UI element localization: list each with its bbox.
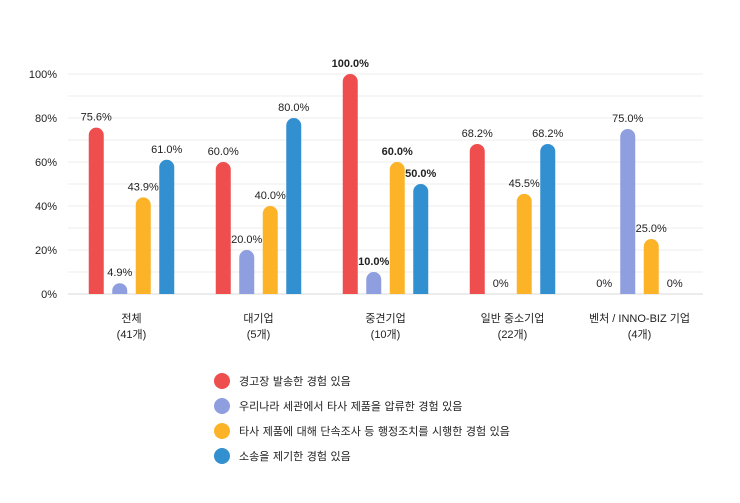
x-tick-label: 대기업 xyxy=(243,312,273,325)
bar xyxy=(643,239,659,294)
data-label: 100.0% xyxy=(332,58,370,70)
x-tick-sublabel: (10개) xyxy=(371,328,401,341)
legend-label: 우리나라 세관에서 타사 제품을 압류한 경험 있음 xyxy=(239,399,463,413)
x-tick-label: 일반 중소기업 xyxy=(481,311,545,325)
data-label: 75.6% xyxy=(81,112,112,124)
legend-marker-icon xyxy=(214,422,230,439)
x-tick-sublabel: (5개) xyxy=(247,328,271,341)
data-label: 60.0% xyxy=(208,146,239,158)
bar xyxy=(286,118,302,294)
data-label: 10.0% xyxy=(358,256,389,268)
data-label: 0% xyxy=(596,278,612,290)
bar xyxy=(469,143,485,294)
legend-item: 경고장 발송한 경험 있음 xyxy=(214,368,510,393)
legend-label: 경고장 발송한 경험 있음 xyxy=(239,374,351,388)
y-tick-label: 100% xyxy=(29,69,57,81)
x-tick-label: 벤처 / INNO-BIZ 기업 xyxy=(589,312,690,325)
data-label: 0% xyxy=(493,278,509,290)
data-label: 0% xyxy=(667,278,683,290)
bar xyxy=(239,250,255,294)
bar xyxy=(620,129,636,294)
legend-marker-icon xyxy=(214,372,230,389)
x-tick-sublabel: (41개) xyxy=(117,328,147,341)
data-label: 68.2% xyxy=(462,128,493,140)
bar xyxy=(135,197,151,294)
bar xyxy=(366,272,382,294)
y-tick-label: 20% xyxy=(35,245,57,257)
legend-label: 소송을 제기한 경험 있음 xyxy=(239,449,351,463)
x-tick-label: 중견기업 xyxy=(365,312,405,325)
data-label: 43.9% xyxy=(128,181,159,193)
data-label: 75.0% xyxy=(612,113,643,125)
legend-marker-icon xyxy=(214,397,230,414)
bar xyxy=(413,184,429,294)
data-label: 20.0% xyxy=(231,234,262,246)
data-label: 4.9% xyxy=(107,267,132,279)
bar xyxy=(342,74,358,294)
x-tick-sublabel: (4개) xyxy=(628,328,652,341)
bar xyxy=(389,162,405,294)
data-label: 50.0% xyxy=(405,168,436,180)
bar xyxy=(215,162,231,294)
y-tick-label: 0% xyxy=(41,289,57,301)
data-label: 61.0% xyxy=(151,144,182,156)
legend-item: 우리나라 세관에서 타사 제품을 압류한 경험 있음 xyxy=(214,393,510,418)
bar xyxy=(516,193,532,294)
bar-chart: 0% 20% 40% 60% 80% 100% 전체 (41개) 75.6% 4.9% 43.9% 6… xyxy=(29,58,703,341)
y-tick-label: 60% xyxy=(35,157,57,169)
legend-marker-icon xyxy=(214,447,230,464)
bar xyxy=(262,206,278,294)
legend-item: 소송을 제기한 경험 있음 xyxy=(214,443,510,468)
legend-label: 타사 제품에 대해 단속조사 등 행정조치를 시행한 경험 있음 xyxy=(239,424,510,438)
data-label: 68.2% xyxy=(532,128,563,140)
data-label: 80.0% xyxy=(278,102,309,114)
y-tick-label: 40% xyxy=(35,201,57,213)
data-label: 45.5% xyxy=(509,178,540,190)
bar xyxy=(540,143,556,294)
bar xyxy=(88,127,104,295)
data-label: 25.0% xyxy=(636,223,667,235)
x-tick-sublabel: (22개) xyxy=(498,328,528,341)
data-label: 40.0% xyxy=(255,190,286,202)
x-tick-label: 전체 xyxy=(121,312,141,325)
y-tick-label: 80% xyxy=(35,113,57,125)
bar xyxy=(159,159,175,294)
legend-item: 타사 제품에 대해 단속조사 등 행정조치를 시행한 경험 있음 xyxy=(214,418,510,443)
data-label: 60.0% xyxy=(382,146,413,158)
bar xyxy=(112,283,128,294)
